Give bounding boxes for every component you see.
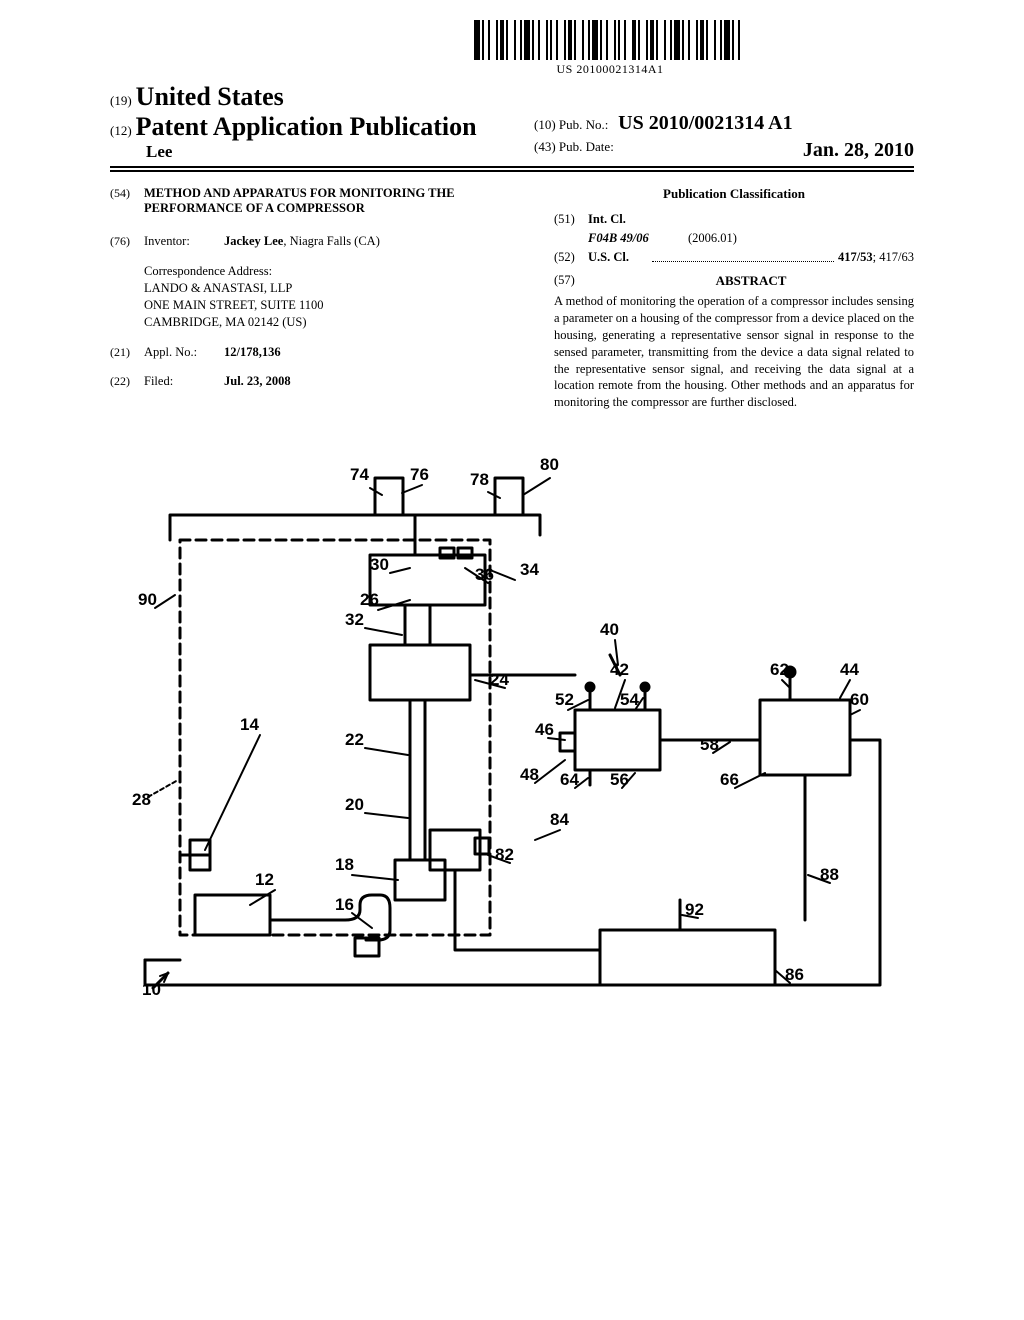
figure-ref-66: 66 [720,770,739,789]
invention-title: METHOD AND APPARATUS FOR MONITORING THE … [144,186,470,216]
inventor-location: , Niagra Falls (CA) [283,234,380,248]
right-column: Publication Classification (51) Int. Cl.… [554,186,914,411]
figure-ref-88: 88 [820,865,839,884]
figure-ref-58: 58 [700,735,719,754]
code-52: (52) [554,250,588,265]
figure-ref-12: 12 [255,870,274,889]
code-12: (12) [110,123,132,138]
figure-ref-64: 64 [560,770,579,789]
figure-ref-28: 28 [132,790,151,809]
classification-header: Publication Classification [554,186,914,202]
figure-ref-18: 18 [335,855,354,874]
intcl-label: Int. Cl. [588,212,648,227]
code-43: (43) [534,139,556,154]
header-left: (19) United States (12) Patent Applicati… [110,82,500,162]
pub-date: Jan. 28, 2010 [803,139,914,162]
corr-line-1: LANDO & ANASTASI, LLP [144,280,470,297]
divider-1 [110,166,914,168]
abstract-header: ABSTRACT [588,273,914,289]
inventor-label: Inventor: [144,234,224,249]
inventor-name: Jackey Lee [224,234,283,248]
pub-number: US 2010/0021314 A1 [618,112,792,134]
uscl-label: U.S. Cl. [588,250,648,265]
figure-ref-14: 14 [240,715,259,734]
country: United States [136,82,284,111]
figure-ref-26: 26 [360,590,379,609]
figure-ref-30: 30 [370,555,389,574]
figure-ref-62: 62 [770,660,789,679]
figure-ref-78: 78 [470,470,489,489]
author-name: Lee [110,142,500,162]
patent-figure: 10 12 14 16 18 20 22 24 26 28 30 32 34 36 40 42 44 46 48 52… [120,440,910,1010]
divider-2 [110,170,914,172]
code-76: (76) [110,234,144,249]
figure-ref-40: 40 [600,620,619,639]
figure-ref-52: 52 [555,690,574,709]
dotted-leader [652,250,834,262]
barcode-text: US 20100021314A1 [380,62,840,77]
figure-ref-54: 54 [620,690,639,709]
figure-ref-92: 92 [685,900,704,919]
left-column: (54) METHOD AND APPARATUS FOR MONITORING… [110,186,470,403]
intcl-value: F04B 49/06 [588,231,688,246]
figure-ref-10: 10 [142,980,161,999]
code-57: (57) [554,273,588,289]
pubno-label: Pub. No.: [559,117,608,132]
code-51: (51) [554,212,588,227]
barcode: (function(){ const widths=[3,1,1,2,1,3,1… [380,20,840,60]
code-21: (21) [110,345,144,360]
abstract-text: A method of monitoring the operation of … [554,293,914,411]
figure-ref-22: 22 [345,730,364,749]
figure-ref-44: 44 [840,660,859,679]
pubdate-label: Pub. Date: [559,139,614,154]
code-22: (22) [110,374,144,389]
figure-ref-74: 74 [350,465,369,484]
figure-ref-24: 24 [490,670,509,689]
figure-ref-42: 42 [610,660,629,679]
header-right: (10) Pub. No.: US 2010/0021314 A1 (43) P… [534,82,914,162]
corr-line-2: ONE MAIN STREET, SUITE 1100 [144,297,470,314]
code-19: (19) [110,93,132,108]
uscl-value-2: ; 417/63 [873,250,914,264]
figure-ref-56: 56 [610,770,629,789]
figure-ref-84: 84 [550,810,569,829]
filed-label: Filed: [144,374,224,389]
figure-ref-20: 20 [345,795,364,814]
intcl-date: (2006.01) [688,231,737,246]
filed-date: Jul. 23, 2008 [224,374,470,389]
corr-line-3: CAMBRIDGE, MA 02142 (US) [144,314,470,331]
figure-ref-16: 16 [335,895,354,914]
figure-ref-82: 82 [495,845,514,864]
header: (19) United States (12) Patent Applicati… [110,82,914,162]
figure-ref-60: 60 [850,690,869,709]
body: (54) METHOD AND APPARATUS FOR MONITORING… [110,186,914,411]
uscl-value: 417/53 [838,250,873,264]
doc-type: Patent Application Publication [136,112,477,141]
appl-number: 12/178,136 [224,345,470,360]
code-10: (10) [534,117,556,132]
correspondence: Correspondence Address: LANDO & ANASTASI… [144,263,470,331]
figure-ref-32: 32 [345,610,364,629]
figure-ref-34: 34 [520,560,539,579]
code-54: (54) [110,186,144,216]
figure-ref-76: 76 [410,465,429,484]
corr-label: Correspondence Address: [144,263,470,280]
figure-ref-90: 90 [138,590,157,609]
figure-ref-80: 80 [540,455,559,474]
figure-ref-36: 36 [475,565,494,584]
barcode-section: (function(){ const widths=[3,1,1,2,1,3,1… [380,20,840,77]
figure-ref-46: 46 [535,720,554,739]
figure-ref-86: 86 [785,965,804,984]
figure-ref-48: 48 [520,765,539,784]
applno-label: Appl. No.: [144,345,224,360]
